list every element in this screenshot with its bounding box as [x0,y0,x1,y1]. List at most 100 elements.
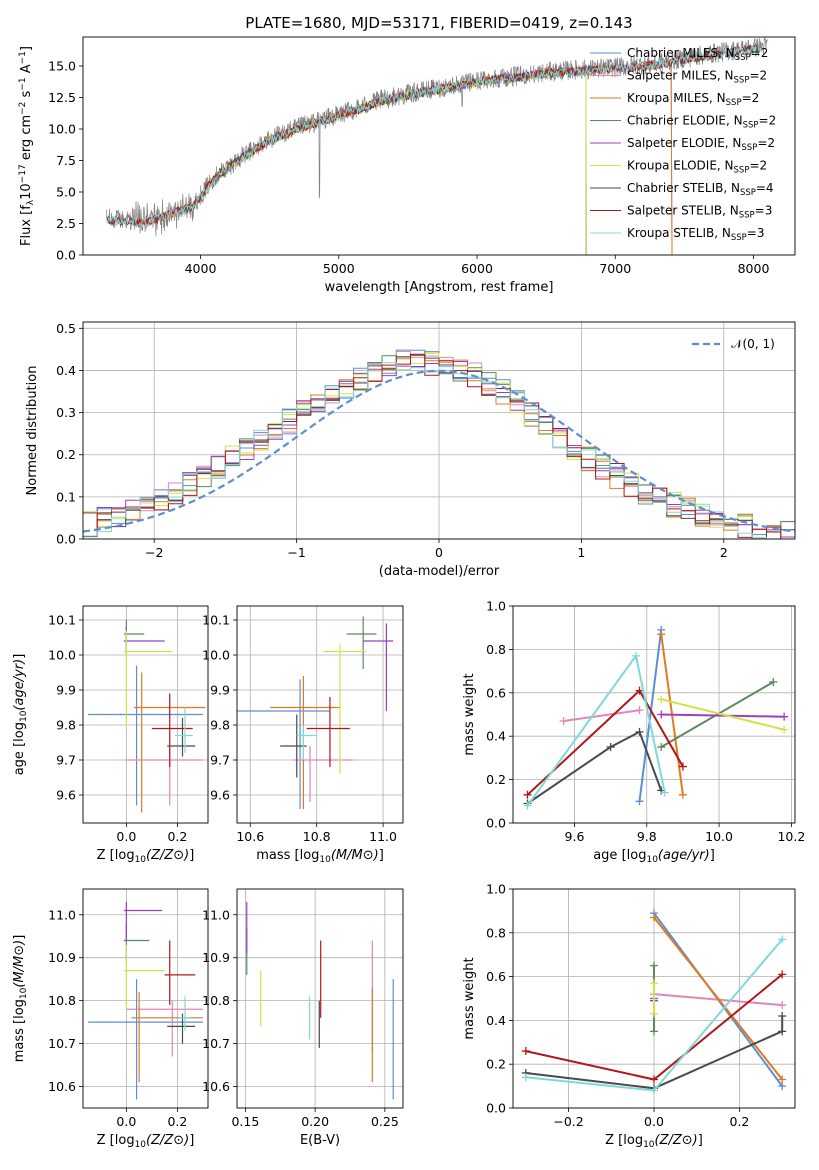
legend-value: =3 [755,204,773,218]
y-tick-label: 0.2 [486,1057,506,1072]
label-part: 10 [19,183,34,200]
label-part: ] [710,848,715,863]
weight-point-marker [778,1075,787,1084]
label-part: Flux [f [19,205,34,246]
legend-name: Chabrier STELIB, N [627,181,740,195]
y-tick-label: 0.6 [486,685,506,700]
axes-frame [82,888,209,1109]
y-tick-label: 10.8 [48,993,76,1008]
legend-name: Kroupa STELIB, N [627,226,731,240]
y-tick-label: 12.5 [48,90,76,105]
x-tick-label: 10.8 [303,829,331,844]
x-axis-label: wavelength [Angstrom, rest frame] [325,280,554,295]
axes: 0.15 0.20 0.25 10.6 10.7 10.8 10.9 11.0 E(B-V) [202,888,404,1148]
legend-subscript: SSP [735,53,751,63]
legend-entry: 𝒩(0, 1) [731,337,775,351]
legend-name: Salpeter MILES, N [627,69,734,83]
model-spectrum-line [186,66,587,255]
label-part: ] [12,654,27,659]
label-part: ] [189,848,194,863]
legend-value: =2 [749,159,767,173]
weight-point-marker [635,797,644,806]
label-part: (M/M⊙) [12,940,27,988]
panel-3: 0.0 0.29.69.79.89.910.010.1Z [log10(Z/Z⊙)… [12,605,209,865]
y-tick-label: 10.0 [48,121,76,136]
y-tick-label: 0.4 [486,729,506,744]
x-tick-label: 0 [435,545,443,560]
weight-point-marker [650,1009,658,1018]
weight-point-marker [650,1027,658,1036]
x-tick-label: 9.8 [637,829,657,844]
weight-point-marker [778,970,787,979]
y-tick-label: 9.9 [56,683,76,698]
model-spectrum-line [136,58,673,255]
x-axis-label: (data-model)/error [379,564,500,579]
y-tick-label: 10.6 [48,1079,76,1094]
model-spectrum-line [136,58,673,255]
weight-point-marker [778,1027,787,1036]
plot-area [106,37,768,255]
normal-reference-curve [83,369,795,533]
label-part: age [log [12,722,27,775]
label-part: mass [log [256,848,319,863]
label-part: Z [log [605,1133,643,1148]
weight-point-marker [635,706,644,715]
legend-value: =3 [747,226,765,240]
label-part: (Z/Z⊙) [146,1133,189,1148]
label-part: ] [12,935,27,940]
weight-line [660,698,785,731]
y-tick-label: 2.5 [56,216,76,231]
x-tick-label: −1 [287,545,305,560]
plot-area [83,349,795,539]
legend-entry: Salpeter ELODIE, NSSP=2 [627,136,775,153]
x-tick-label: 0.2 [167,829,187,844]
chart-title: PLATE=1680, MJD=53171, FIBERID=0419, z=0… [245,14,632,32]
weight-line [563,709,640,722]
plot-area [88,901,203,1100]
weight-point-marker [523,801,532,810]
weight-point-marker [559,717,568,726]
panel-2: −2 −1 0 1 2 0.0 0.1 0.2 0.3 0.4 0.5 𝒩(0, 1) (data-mo… [25,321,796,579]
weight-point-marker [606,743,615,752]
legend-subscript: SSP [741,143,757,153]
y-tick-label: 9.6 [210,788,230,803]
axes: 4000 5000 6000 7000 8000 0.0 2.5 5.0 7.5 10.0 12.5… [18,14,796,295]
x-tick-label: 0.0 [644,1114,664,1129]
y-tick-label: 0.2 [56,447,76,462]
axes: −2 −1 0 1 2 0.0 0.1 0.2 0.3 0.4 0.5 𝒩(0, 1) (data-mo… [25,321,796,579]
y-tick-label: 0.4 [486,1013,506,1028]
x-tick-label: 6000 [461,261,493,276]
y-tick-label: 0.4 [56,363,76,378]
axes-frame [82,605,209,824]
y-tick-label: 9.6 [56,788,76,803]
label-part: −17 [18,164,28,183]
axes-frame [236,888,404,1109]
weight-point-marker [650,1086,658,1095]
legend-entry: Chabrier MILES, NSSP=2 [627,46,768,63]
label-part: (M/M⊙) [331,848,379,863]
y-axis-label: Flux [fλ10−17 erg cm−2 s−1 A−1] [18,46,36,246]
legend-subscript: SSP [739,211,755,221]
weight-point-marker [778,935,787,944]
panel-6: 0.0 0.210.610.710.810.911.0Z [log10(Z/Z⊙)… [12,888,209,1150]
weight-point-marker [657,695,666,704]
y-tick-label: 9.9 [210,683,230,698]
label-part: mass [log [12,999,27,1062]
legend: 𝒩(0, 1) [692,337,775,351]
y-tick-label: 9.8 [56,718,76,733]
x-tick-label: 0.25 [371,1114,399,1129]
weight-point-marker [678,790,687,799]
y-tick-label: 9.7 [210,753,230,768]
x-tick-label: 10.0 [705,829,733,844]
y-tick-label: 10.9 [48,950,76,965]
legend-subscript: SSP [734,76,750,86]
histogram-step [83,352,795,539]
legend-subscript: SSP [740,188,756,198]
legend-entry: Salpeter MILES, NSSP=2 [627,69,767,86]
legend-subscript: SSP [731,233,747,243]
grid [83,889,208,1108]
plot-area [237,616,394,809]
weight-point-marker [631,651,640,660]
